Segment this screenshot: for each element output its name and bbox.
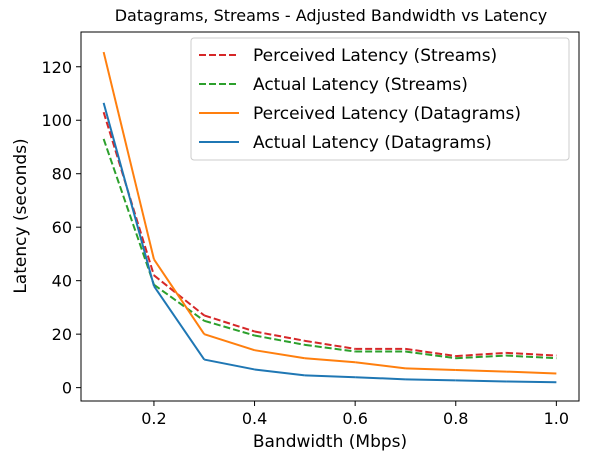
series-segment — [506, 354, 557, 360]
series-segment — [405, 367, 456, 371]
series-segment — [304, 343, 356, 353]
series-segment — [455, 354, 507, 360]
series-segment — [355, 361, 406, 370]
legend-item: Actual Latency (Datagrams) — [199, 133, 492, 153]
series-segment — [254, 334, 306, 346]
series-segment — [203, 333, 255, 352]
series-segment — [254, 349, 306, 360]
legend-item: Actual Latency (Streams) — [199, 75, 468, 95]
series-actual-latency-datagrams — [102, 102, 557, 384]
y-tick-label: 40 — [52, 272, 72, 291]
legend-frame — [190, 37, 570, 161]
series-segment — [355, 376, 406, 381]
chart-title: Datagrams, Streams - Adjusted Bandwidth … — [115, 6, 548, 25]
series-segment — [203, 319, 255, 337]
y-tick-label: 0 — [62, 379, 72, 398]
series-segment — [405, 347, 456, 358]
series-segment — [153, 285, 206, 361]
x-axis: 0.2 0.4 0.6 0.8 1.0 — [141, 401, 569, 428]
series-segment — [405, 378, 456, 382]
legend-label: Actual Latency (Streams) — [253, 75, 468, 95]
legend-item: Perceived Latency (Streams) — [199, 46, 497, 66]
plot-area — [102, 51, 557, 384]
series-perceived-latency-datagrams — [102, 51, 557, 375]
series-segment — [102, 51, 155, 260]
x-tick-label: 1.0 — [544, 409, 569, 428]
series-segment — [304, 357, 356, 364]
y-tick-label: 100 — [41, 111, 72, 130]
series-segment — [455, 351, 507, 358]
series-segment — [455, 368, 507, 373]
series-segment — [254, 368, 305, 377]
y-tick-label: 120 — [41, 58, 72, 77]
x-tick-label: 0.4 — [242, 409, 267, 428]
y-tick-label: 80 — [52, 165, 72, 184]
legend-item: Perceived Latency (Datagrams) — [199, 104, 521, 124]
x-tick-label: 0.8 — [443, 409, 468, 428]
legend-label: Actual Latency (Datagrams) — [253, 133, 492, 153]
series-actual-latency-streams — [102, 138, 557, 360]
series-segment — [506, 351, 557, 357]
series-segment — [203, 314, 255, 333]
series-segment — [304, 374, 356, 379]
y-tick-label: 60 — [52, 218, 72, 237]
series-segment — [405, 350, 456, 360]
series-segment — [204, 358, 255, 371]
legend: Perceived Latency (Streams) Actual Latenc… — [190, 37, 570, 161]
series-segment — [254, 330, 306, 342]
x-tick-label: 0.6 — [342, 409, 367, 428]
series-segment — [102, 102, 155, 287]
series-segment — [506, 380, 557, 384]
y-axis: 0 20 40 60 80 100 120 — [41, 58, 81, 398]
x-axis-label: Bandwidth (Mbps) — [253, 432, 407, 452]
series-segment — [153, 283, 205, 322]
y-axis-label: Latency (seconds) — [11, 138, 31, 293]
series-segment — [304, 339, 356, 350]
legend-label: Perceived Latency (Streams) — [253, 46, 497, 66]
series-segment — [455, 379, 507, 383]
y-tick-label: 20 — [52, 325, 72, 344]
series-segment — [102, 138, 155, 286]
x-tick-label: 0.2 — [141, 409, 166, 428]
plot-frame — [80, 31, 580, 402]
series-segment — [506, 370, 557, 375]
legend-label: Perceived Latency (Datagrams) — [253, 104, 521, 124]
series-segment — [153, 258, 206, 335]
